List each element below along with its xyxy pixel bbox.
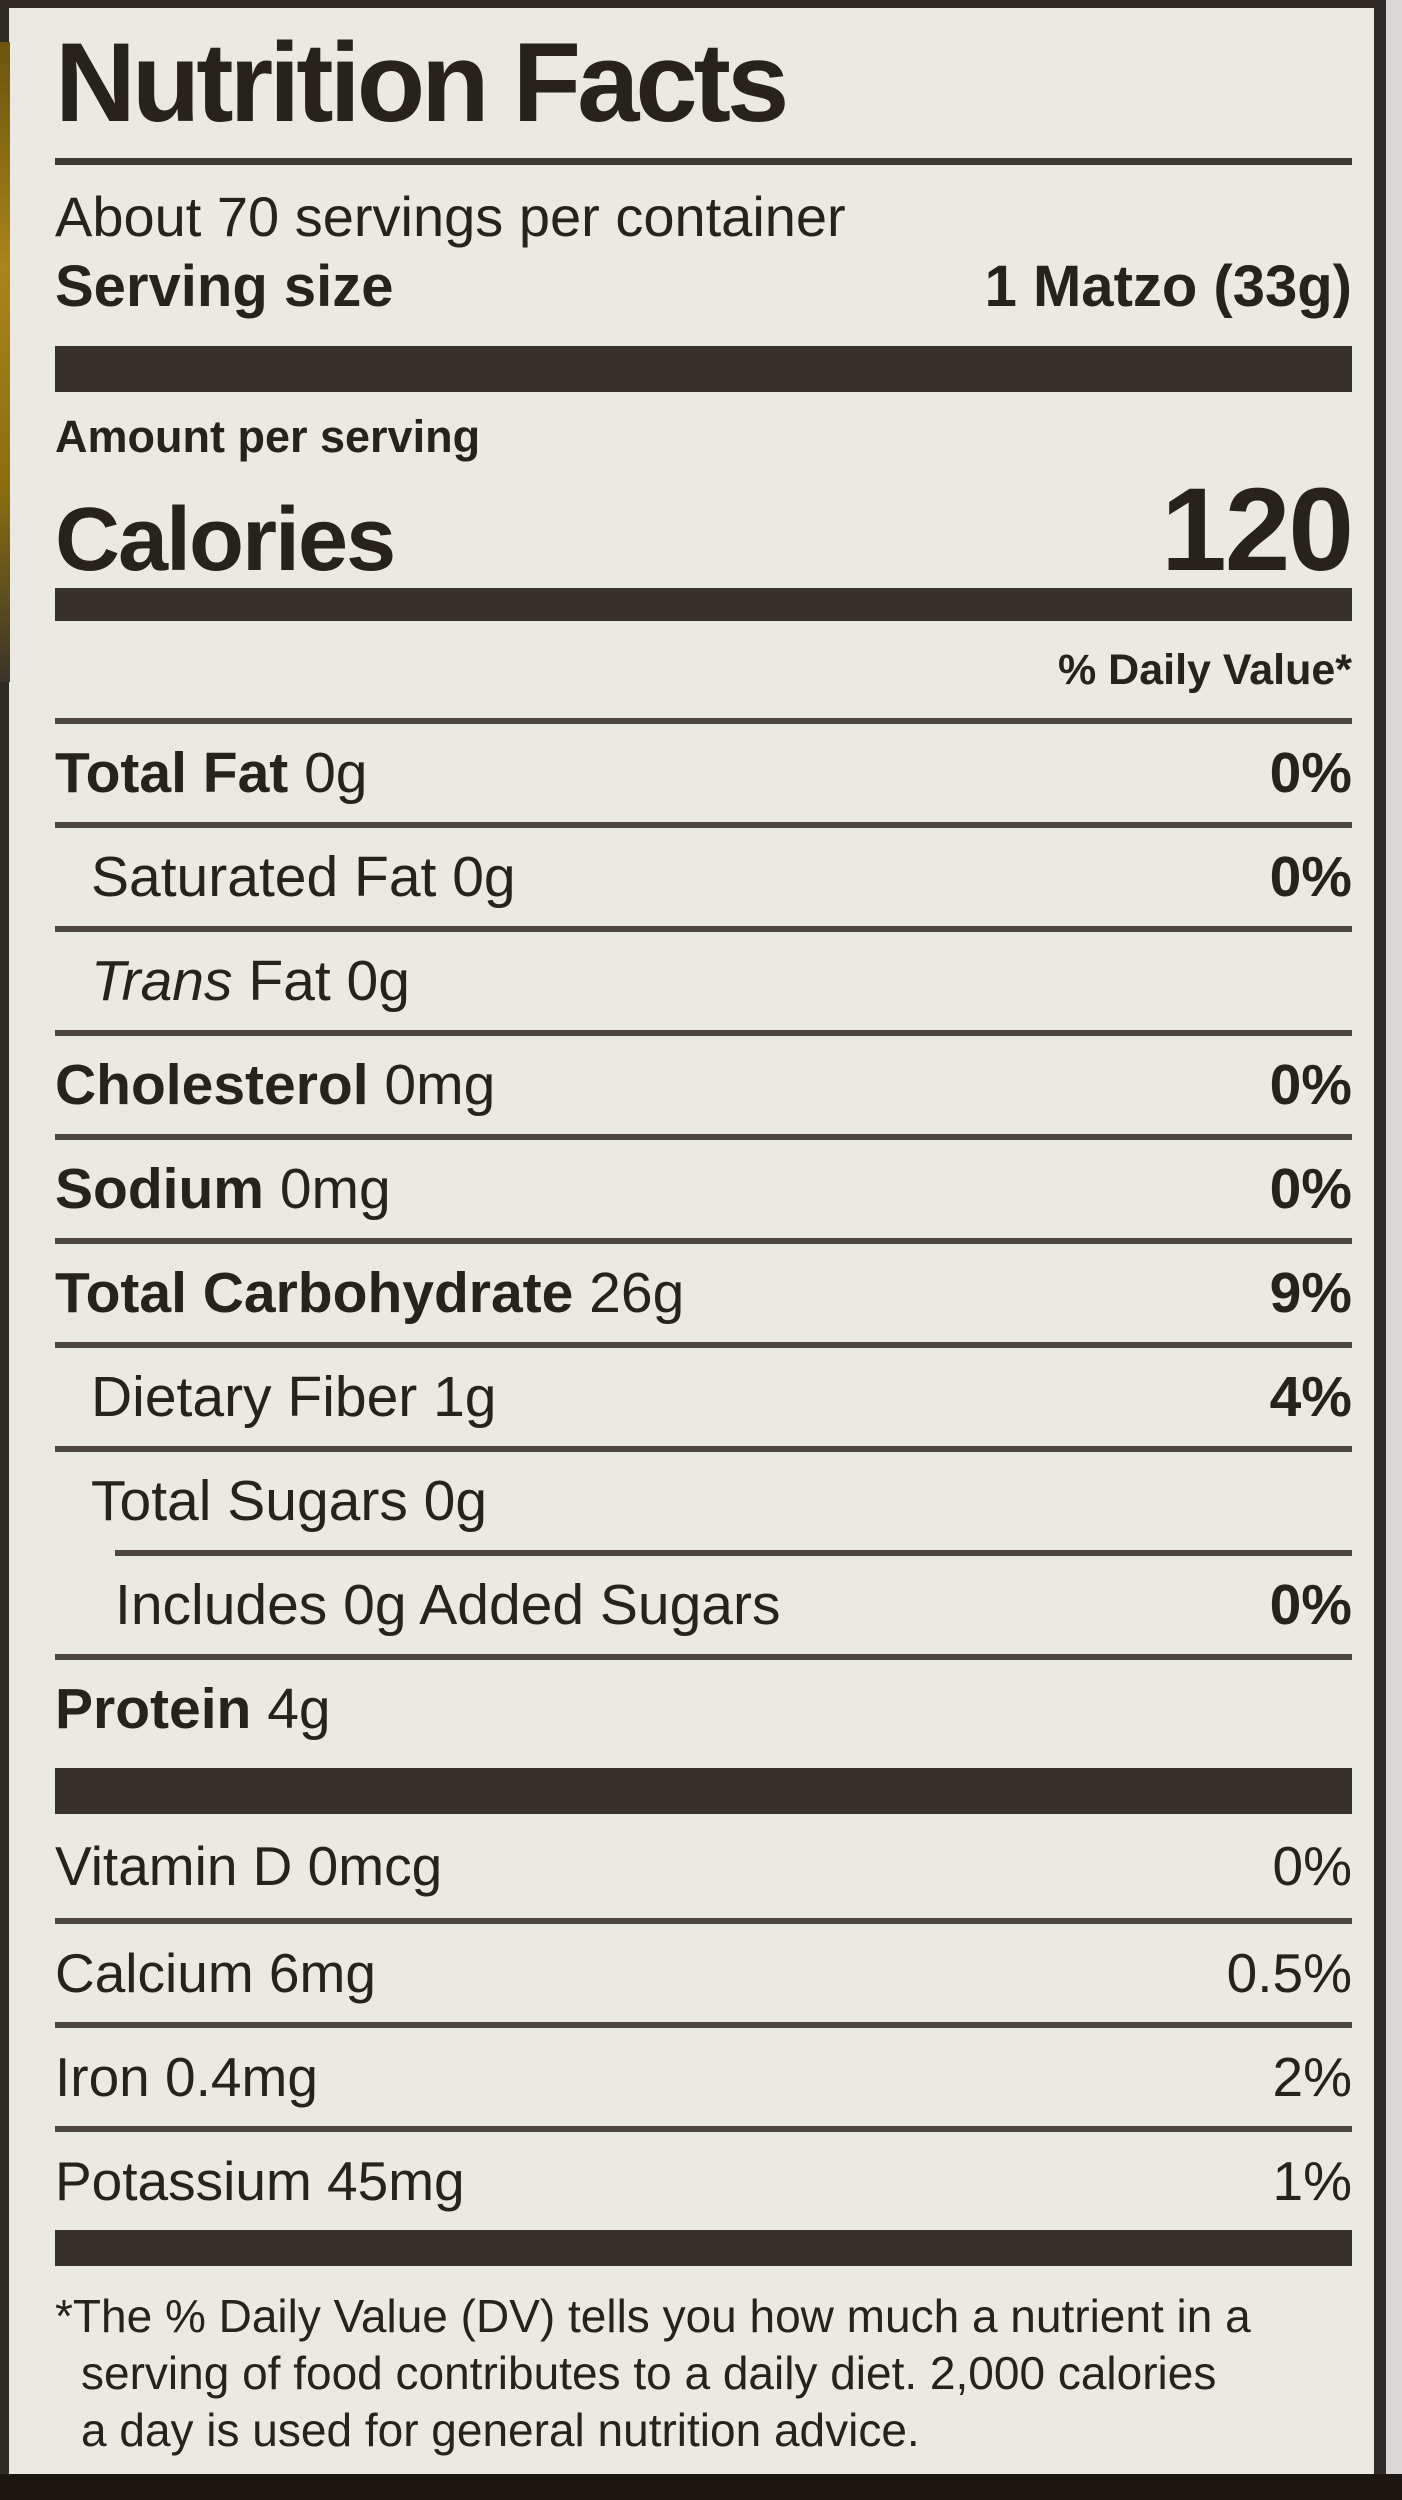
nutrient-name: Cholesterol 0mg — [55, 1052, 495, 1118]
calories-label: Calories — [55, 489, 396, 590]
nutrient-name-italic: Trans — [91, 949, 233, 1014]
separator-medium-bar — [55, 587, 1352, 621]
vitamin-percent: 0.5% — [1226, 1942, 1352, 2005]
amount-per-serving-label: Amount per serving — [55, 411, 481, 463]
vitamin-name: Vitamin D 0mcg — [55, 1835, 443, 1898]
nutrient-amount: 0g — [436, 845, 516, 910]
nutrient-row-total-fat: Total Fat 0g 0% — [55, 718, 1352, 822]
nutrient-name-bold: Sodium — [55, 1157, 264, 1222]
nutrient-name: Dietary Fiber 1g — [55, 1364, 497, 1430]
nutrient-name-text: Saturated Fat — [91, 845, 437, 910]
calories-value: 120 — [1161, 463, 1354, 596]
vitamin-row-iron: Iron 0.4mg 2% — [55, 2022, 1352, 2126]
vitamin-percent: 2% — [1272, 2046, 1353, 2109]
nutrient-row-total-carbohydrate: Total Carbohydrate 26g 9% — [55, 1238, 1352, 1342]
servings-per-container: About 70 servings per container — [55, 185, 846, 249]
nutrient-name-bold: Total Fat — [55, 741, 289, 806]
nutrient-amount: 0mg — [264, 1157, 391, 1222]
separator-thick-bar — [55, 1768, 1352, 1815]
label-content: Nutrition Facts About 70 servings per co… — [9, 8, 1374, 2459]
nutrient-row-total-sugars: Total Sugars 0g — [55, 1446, 1352, 1550]
vitamin-percent: 0% — [1272, 1835, 1353, 1898]
vitamin-row-potassium: Potassium 45mg 1% — [55, 2126, 1352, 2230]
nutrient-row-dietary-fiber: Dietary Fiber 1g 4% — [55, 1342, 1352, 1446]
nutrient-name-bold: Total Carbohydrate — [55, 1261, 574, 1326]
nutrient-name: Protein 4g — [55, 1676, 331, 1742]
nutrient-percent: 0% — [1269, 1573, 1352, 1638]
nutrient-percent: 0% — [1269, 741, 1352, 806]
serving-size-value: 1 Matzo (33g) — [984, 253, 1352, 319]
footnote: *The % Daily Value (DV) tells you how mu… — [55, 2288, 1352, 2459]
nutrient-row-trans-fat: Trans Fat 0g — [55, 926, 1352, 1030]
nutrient-percent: 4% — [1269, 1365, 1352, 1430]
vitamin-name: Iron 0.4mg — [55, 2046, 318, 2109]
nutrient-amount: 26g — [573, 1261, 685, 1326]
nutrient-name: Saturated Fat 0g — [55, 844, 516, 910]
nutrient-amount: 0g — [288, 741, 368, 806]
vitamin-name: Potassium 45mg — [55, 2150, 465, 2213]
nutrient-percent: 0% — [1269, 845, 1352, 910]
vitamin-row-vitamin-d: Vitamin D 0mcg 0% — [55, 1814, 1352, 1918]
nutrient-name-text: Total Sugars — [91, 1469, 408, 1534]
separator-medium-bar — [55, 2230, 1352, 2267]
daily-value-header: % Daily Value* — [1058, 645, 1352, 694]
serving-size-row: Serving size 1 Matzo (33g) — [55, 254, 1352, 321]
nutrient-name: Includes 0g Added Sugars — [115, 1573, 781, 1638]
nutrient-name: Trans Fat 0g — [55, 948, 410, 1014]
nutrient-amount: 0mg — [368, 1053, 496, 1118]
nutrient-row-saturated-fat: Saturated Fat 0g 0% — [55, 822, 1352, 926]
nutrient-row-added-sugars: Includes 0g Added Sugars 0% — [55, 1550, 1352, 1654]
added-sugars-inner: Includes 0g Added Sugars 0% — [115, 1550, 1352, 1654]
nutrient-name: Total Sugars 0g — [55, 1468, 487, 1534]
footnote-line: serving of food contributes to a daily d… — [81, 2347, 1217, 2400]
package-edge-strip — [0, 42, 10, 682]
nutrient-name-text: Dietary Fiber — [91, 1365, 418, 1430]
nutrient-name-bold: Protein — [55, 1677, 252, 1742]
footnote-line: a day is used for general nutrition advi… — [81, 2404, 920, 2457]
nutrient-percent: 9% — [1269, 1261, 1352, 1326]
title-divider — [55, 158, 1352, 166]
nutrient-name: Sodium 0mg — [55, 1156, 391, 1222]
label-title: Nutrition Facts — [55, 20, 789, 145]
nutrient-amount: 0g — [407, 1469, 488, 1534]
nutrient-name: Total Fat 0g — [55, 740, 368, 806]
nutrient-name: Total Carbohydrate 26g — [55, 1260, 684, 1326]
vitamin-name: Calcium 6mg — [55, 1942, 376, 2005]
vitamin-percent: 1% — [1272, 2150, 1353, 2213]
serving-size-label: Serving size — [55, 253, 394, 319]
calories-row: Calories 120 — [55, 462, 1354, 596]
bottom-border-bar — [0, 2474, 1402, 2500]
vitamin-row-calcium: Calcium 6mg 0.5% — [55, 1918, 1352, 2022]
nutrient-percent: 0% — [1269, 1053, 1352, 1118]
nutrient-percent: 0% — [1269, 1157, 1352, 1222]
nutrient-row-cholesterol: Cholesterol 0mg 0% — [55, 1030, 1352, 1134]
footnote-line: *The % Daily Value (DV) tells you how mu… — [55, 2290, 1251, 2343]
nutrient-amount: 4g — [251, 1677, 331, 1742]
separator-thick-bar — [55, 346, 1352, 393]
nutrient-row-sodium: Sodium 0mg 0% — [55, 1134, 1352, 1238]
nutrient-name-bold: Cholesterol — [55, 1053, 369, 1118]
nutrient-row-protein: Protein 4g — [55, 1654, 1352, 1758]
nutrient-amount: Fat 0g — [232, 949, 410, 1014]
nutrient-amount: 1g — [417, 1365, 497, 1430]
